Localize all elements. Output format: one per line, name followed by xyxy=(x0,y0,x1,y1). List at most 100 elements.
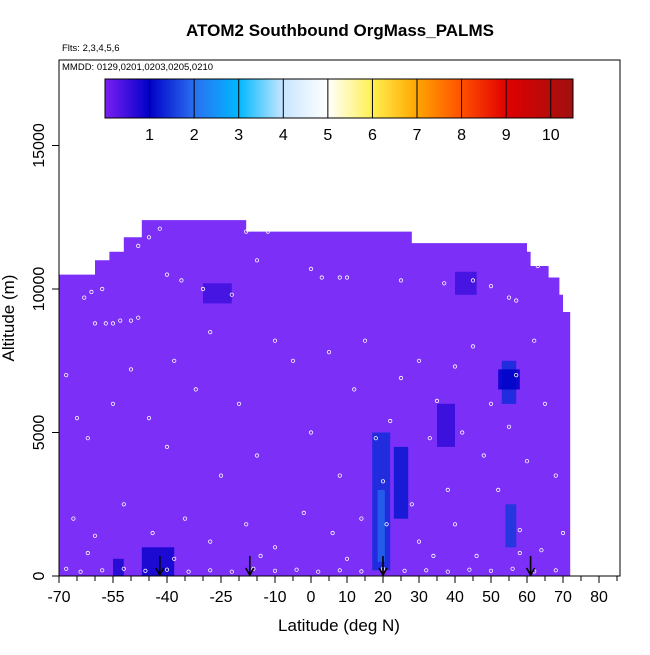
sample-point-99 xyxy=(251,566,256,571)
sample-point-50 xyxy=(362,338,368,343)
sample-point-6 xyxy=(82,295,87,300)
colorbar-tick-label-6: 7 xyxy=(413,127,422,144)
sample-point-103 xyxy=(337,568,342,573)
colorbar-tick-label-0: 1 xyxy=(145,127,154,144)
sample-point-39 xyxy=(193,387,198,392)
sample-point-55 xyxy=(398,375,404,381)
sample-point-27 xyxy=(506,295,512,300)
region-1 xyxy=(377,489,385,562)
sample-point-59 xyxy=(434,398,440,403)
sample-point-4 xyxy=(128,318,134,323)
sample-point-90 xyxy=(64,566,69,571)
x-tick-label-4: -10 xyxy=(263,589,286,606)
sample-point-51 xyxy=(373,436,378,441)
colorbar-tick-label-3: 4 xyxy=(279,127,288,144)
sample-point-79 xyxy=(208,539,213,544)
sample-point-7 xyxy=(89,289,94,294)
sample-point-70 xyxy=(532,338,537,343)
colorbar-tick-label-4: 5 xyxy=(323,127,332,144)
colorbar-tick-label-8: 9 xyxy=(502,127,511,144)
x-axis-label: Latitude (deg N) xyxy=(278,616,400,635)
sample-point-40 xyxy=(208,329,213,335)
sample-point-45 xyxy=(290,358,296,363)
flights-label: Flts: 2,3,4,5,6 xyxy=(62,43,120,54)
sample-point-89 xyxy=(539,548,544,553)
sample-point-5 xyxy=(136,315,141,320)
x-tick-label-12: 70 xyxy=(554,589,572,606)
sample-point-44 xyxy=(272,338,278,343)
region-9 xyxy=(203,283,232,304)
latitude-markers xyxy=(155,556,536,577)
sample-point-35 xyxy=(128,367,134,372)
sample-point-16 xyxy=(244,229,249,234)
sample-point-106 xyxy=(402,568,407,573)
x-tick-label-2: -40 xyxy=(155,589,178,606)
sample-points xyxy=(64,226,566,574)
sample-point-20 xyxy=(319,275,324,280)
colorbar-tick-label-1: 2 xyxy=(190,127,199,144)
sample-point-29 xyxy=(535,263,540,269)
x-axis: -70 -55 -40 -25 -10 0 10 20 30 40 50 60 70 80 xyxy=(47,576,618,606)
sample-point-113 xyxy=(553,568,558,573)
sample-point-118 xyxy=(431,553,436,559)
sample-point-101 xyxy=(294,567,299,572)
sample-point-117 xyxy=(344,556,350,561)
sample-point-43 xyxy=(254,453,260,458)
sample-point-42 xyxy=(236,401,242,406)
sample-point-57 xyxy=(416,358,422,363)
sample-point-46 xyxy=(308,430,314,435)
sample-point-104 xyxy=(359,569,364,574)
region-2 xyxy=(393,446,409,519)
region-7 xyxy=(113,558,124,576)
marker-arrow-1 xyxy=(245,556,255,577)
y-tick-label-2: 10000 xyxy=(31,267,48,312)
sample-point-26 xyxy=(488,283,494,289)
y-axis: 0 5000 10000 15000 xyxy=(31,123,59,580)
sample-point-37 xyxy=(164,444,170,449)
sample-point-49 xyxy=(352,387,357,392)
y-tick-label-1: 5000 xyxy=(31,415,48,451)
sample-point-115 xyxy=(172,556,177,561)
sample-point-71 xyxy=(542,401,548,406)
sample-point-109 xyxy=(467,567,472,572)
sample-point-94 xyxy=(143,568,148,573)
sample-point-30 xyxy=(546,249,551,254)
sample-point-28 xyxy=(514,298,519,303)
sample-point-22 xyxy=(344,275,350,280)
sample-point-111 xyxy=(510,566,515,571)
sample-point-3 xyxy=(118,318,123,323)
sample-point-88 xyxy=(517,527,522,533)
sample-point-91 xyxy=(78,569,83,574)
sample-point-95 xyxy=(164,567,170,572)
sample-point-97 xyxy=(208,568,213,573)
sample-point-93 xyxy=(121,566,126,571)
sample-point-1 xyxy=(103,321,108,326)
x-tick-label-6: 10 xyxy=(338,589,356,606)
sample-point-18 xyxy=(254,258,260,263)
sample-point-108 xyxy=(445,569,450,574)
sample-point-75 xyxy=(92,533,98,538)
x-tick-label-5: 0 xyxy=(307,589,316,606)
sample-point-10 xyxy=(146,235,152,240)
sample-point-0 xyxy=(92,321,98,326)
sample-point-33 xyxy=(85,436,90,441)
sample-point-86 xyxy=(452,522,458,527)
sample-point-14 xyxy=(200,286,206,292)
sample-point-38 xyxy=(172,358,177,363)
colorbar-tick-label-7: 8 xyxy=(457,127,466,144)
marker-arrow-3 xyxy=(525,556,536,577)
sample-point-84 xyxy=(359,516,364,521)
region-8 xyxy=(437,403,455,447)
sample-point-60 xyxy=(445,487,450,492)
sample-point-69 xyxy=(524,459,530,464)
sample-point-66 xyxy=(496,487,501,492)
sample-point-17 xyxy=(265,229,270,234)
high-value-regions xyxy=(113,271,520,576)
sample-point-19 xyxy=(308,266,314,271)
sample-point-83 xyxy=(330,530,335,536)
x-tick-label-9: 40 xyxy=(446,589,464,606)
sample-point-67 xyxy=(506,424,512,429)
sample-point-61 xyxy=(452,364,458,369)
sample-point-11 xyxy=(157,226,162,231)
